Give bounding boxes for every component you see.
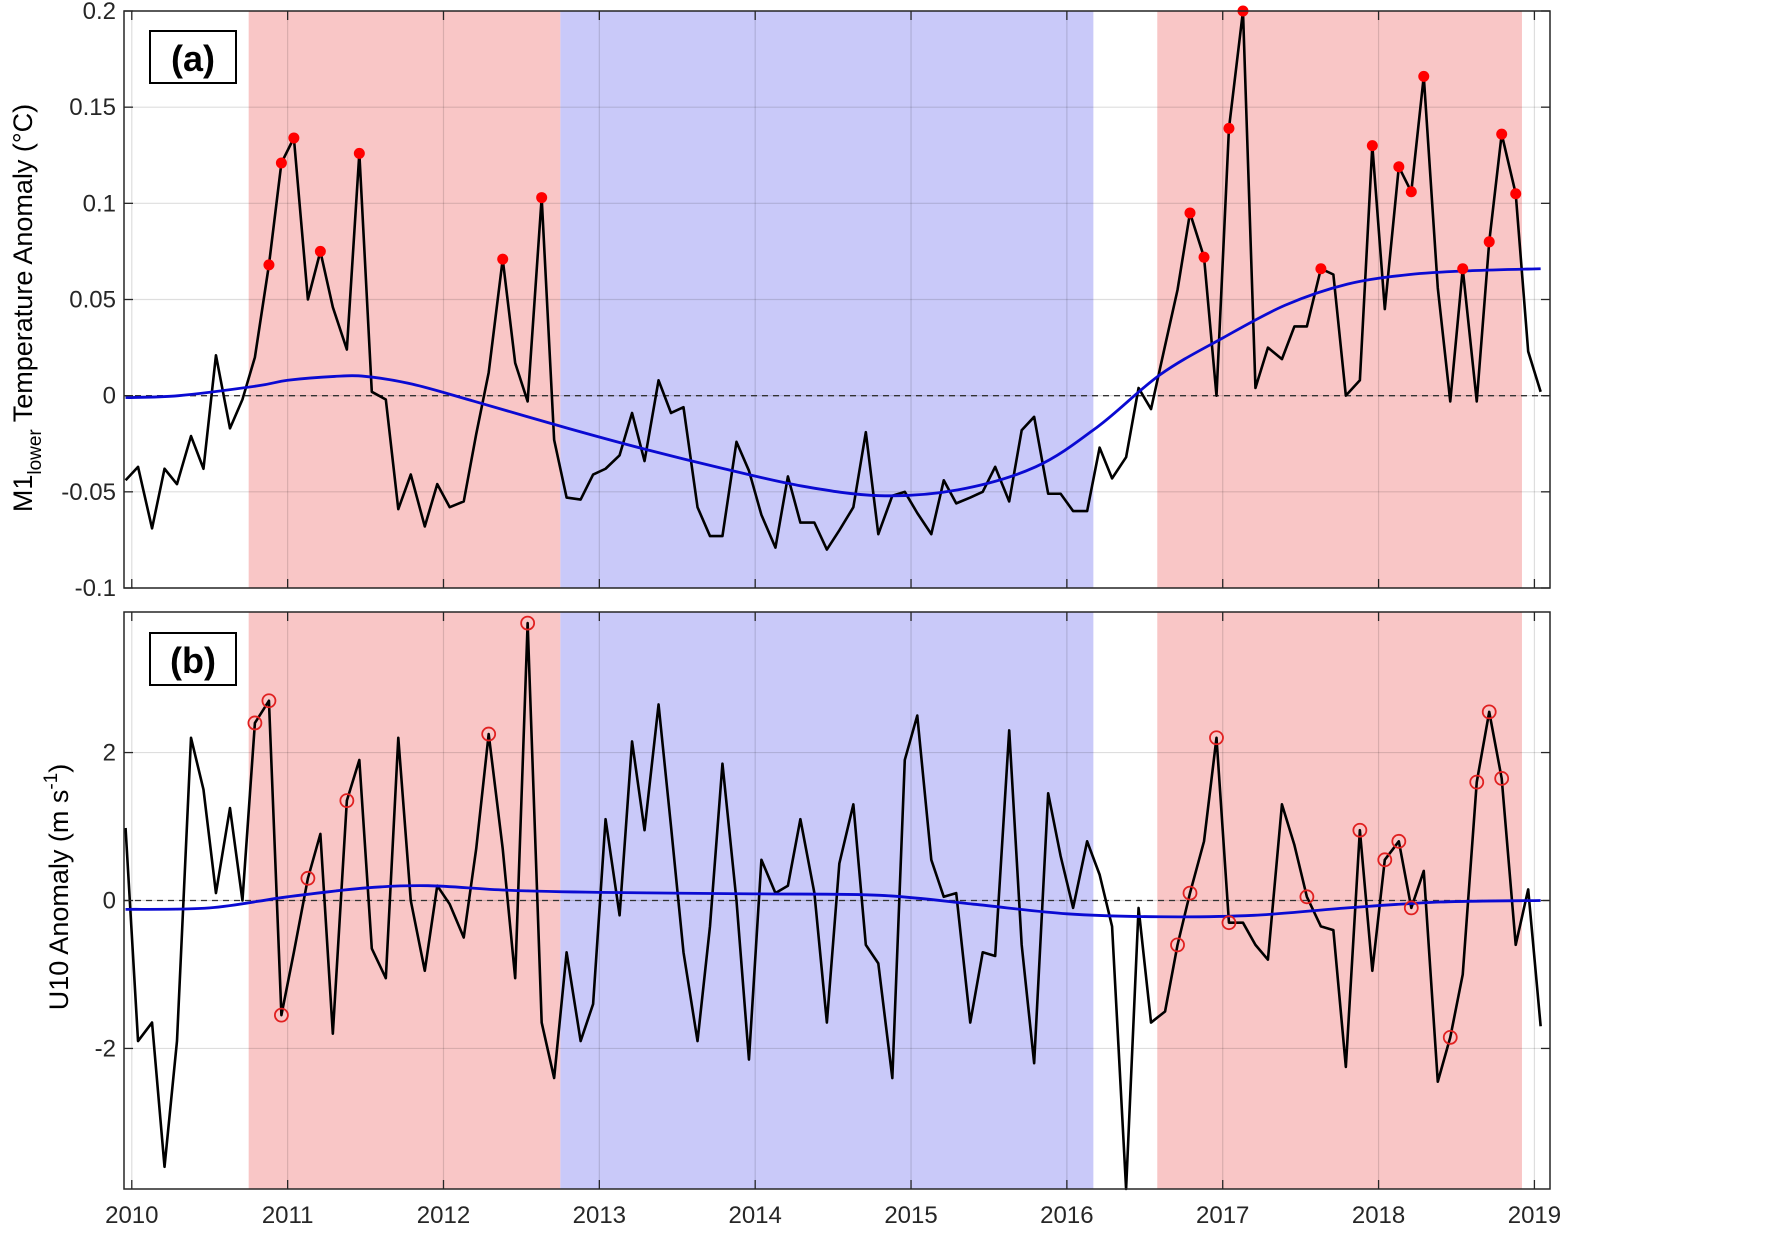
highlight-point — [1393, 161, 1405, 173]
x-tick-labels: 2010 2011 2012 2013 2014 2015 2016 2017 2018 2019 — [105, 1202, 1561, 1229]
panel-b-wind: -202 2010 2011 2012 2013 2014 2015 2016 2017 201… — [41, 611, 1561, 1229]
highlight-point — [339, 793, 355, 809]
y-tick-label: -0.05 — [61, 479, 116, 506]
x-tick-label: 2017 — [1196, 1202, 1249, 1229]
highlight-point — [1209, 730, 1224, 746]
x-tick-label: 2012 — [417, 1202, 470, 1229]
highlight-point — [1223, 122, 1235, 134]
y-tick-labels: -2 0 2 — [95, 740, 116, 1063]
anomaly-series-line — [124, 621, 1542, 1191]
highlight-point — [497, 253, 509, 265]
x-tick-label: 2019 — [1508, 1202, 1561, 1229]
highlight-point — [1494, 771, 1510, 786]
y-axis-label: M1lower Temperature Anomaly (°C) — [8, 104, 46, 512]
highlight-point — [1496, 128, 1508, 140]
y-tick-label: 0 — [103, 383, 116, 410]
highlight-point — [1481, 704, 1497, 720]
highlight-point — [1299, 889, 1315, 905]
highlight-point — [1442, 1029, 1458, 1045]
y-tick-label: 0.15 — [69, 94, 116, 121]
x-tick-label: 2016 — [1040, 1202, 1093, 1229]
highlight-point — [300, 870, 316, 886]
highlight-point — [1198, 251, 1210, 263]
smoothed-trend-line — [125, 267, 1541, 498]
highlight-point — [1510, 188, 1522, 200]
highlight-point — [520, 615, 536, 631]
highlight-point — [1352, 822, 1368, 838]
highlight-point — [1405, 186, 1417, 198]
x-tick-label: 2011 — [262, 1202, 314, 1229]
highlight-point — [1170, 937, 1185, 953]
shaded-period — [1157, 11, 1522, 588]
highlight-point — [1377, 852, 1393, 868]
highlight-point — [263, 259, 275, 271]
highlight-point — [1221, 915, 1237, 931]
y-tick-label: -0.1 — [75, 575, 116, 602]
y-tick-labels: -0.1 -0.05 0 0.05 0.1 0.15 0.2 — [61, 0, 116, 602]
smoothed-trend-line — [125, 884, 1541, 919]
highlight-point — [1457, 263, 1469, 275]
x-tick-label: 2010 — [105, 1202, 158, 1229]
y-tick-label: 0 — [103, 888, 116, 915]
panel-label: (b) — [170, 640, 216, 681]
x-tick-label: 2015 — [884, 1202, 937, 1229]
series-layer — [124, 5, 1542, 551]
panel-a-temperature: -0.1 -0.05 0 0.05 0.1 0.15 0.2 (a) M1lower Tem… — [8, 0, 1551, 602]
highlight-point — [1391, 833, 1407, 849]
highlight-point — [1483, 236, 1495, 248]
panel-label-box: (b) — [149, 632, 237, 686]
highlight-point — [353, 147, 365, 159]
x-tick-label: 2014 — [728, 1202, 781, 1229]
highlight-point — [1184, 207, 1196, 219]
y-tick-label: 2 — [103, 740, 116, 767]
x-tick-label: 2013 — [573, 1202, 626, 1229]
highlight-point — [1182, 885, 1198, 901]
highlight-point — [275, 157, 287, 169]
axes-frame — [123, 611, 1551, 1190]
panel-label: (a) — [171, 38, 215, 79]
highlight-point — [1315, 263, 1327, 275]
y-tick-label: -2 — [95, 1035, 116, 1062]
y-tick-label: 0.2 — [83, 0, 116, 25]
panel-label-box: (a) — [149, 30, 237, 84]
highlight-point — [1469, 774, 1485, 790]
y-tick-label: 0.1 — [83, 190, 116, 217]
highlight-point — [288, 132, 300, 144]
series-layer — [124, 615, 1542, 1191]
x-tick-label: 2018 — [1352, 1202, 1405, 1229]
y-tick-label: 0.05 — [69, 287, 116, 314]
highlight-point — [1418, 70, 1430, 82]
highlight-point — [314, 245, 326, 257]
highlight-point — [481, 726, 497, 742]
highlight-point — [1403, 900, 1419, 916]
highlight-point — [1366, 140, 1378, 152]
highlight-point — [274, 1007, 289, 1023]
highlight-point — [261, 693, 277, 709]
y-axis-label: U10 Anomaly (m s-1) — [41, 764, 74, 1010]
anomaly-series-line — [124, 9, 1542, 551]
axes-frame — [123, 10, 1551, 589]
highlight-point — [536, 192, 548, 204]
highlight-point — [247, 715, 263, 731]
